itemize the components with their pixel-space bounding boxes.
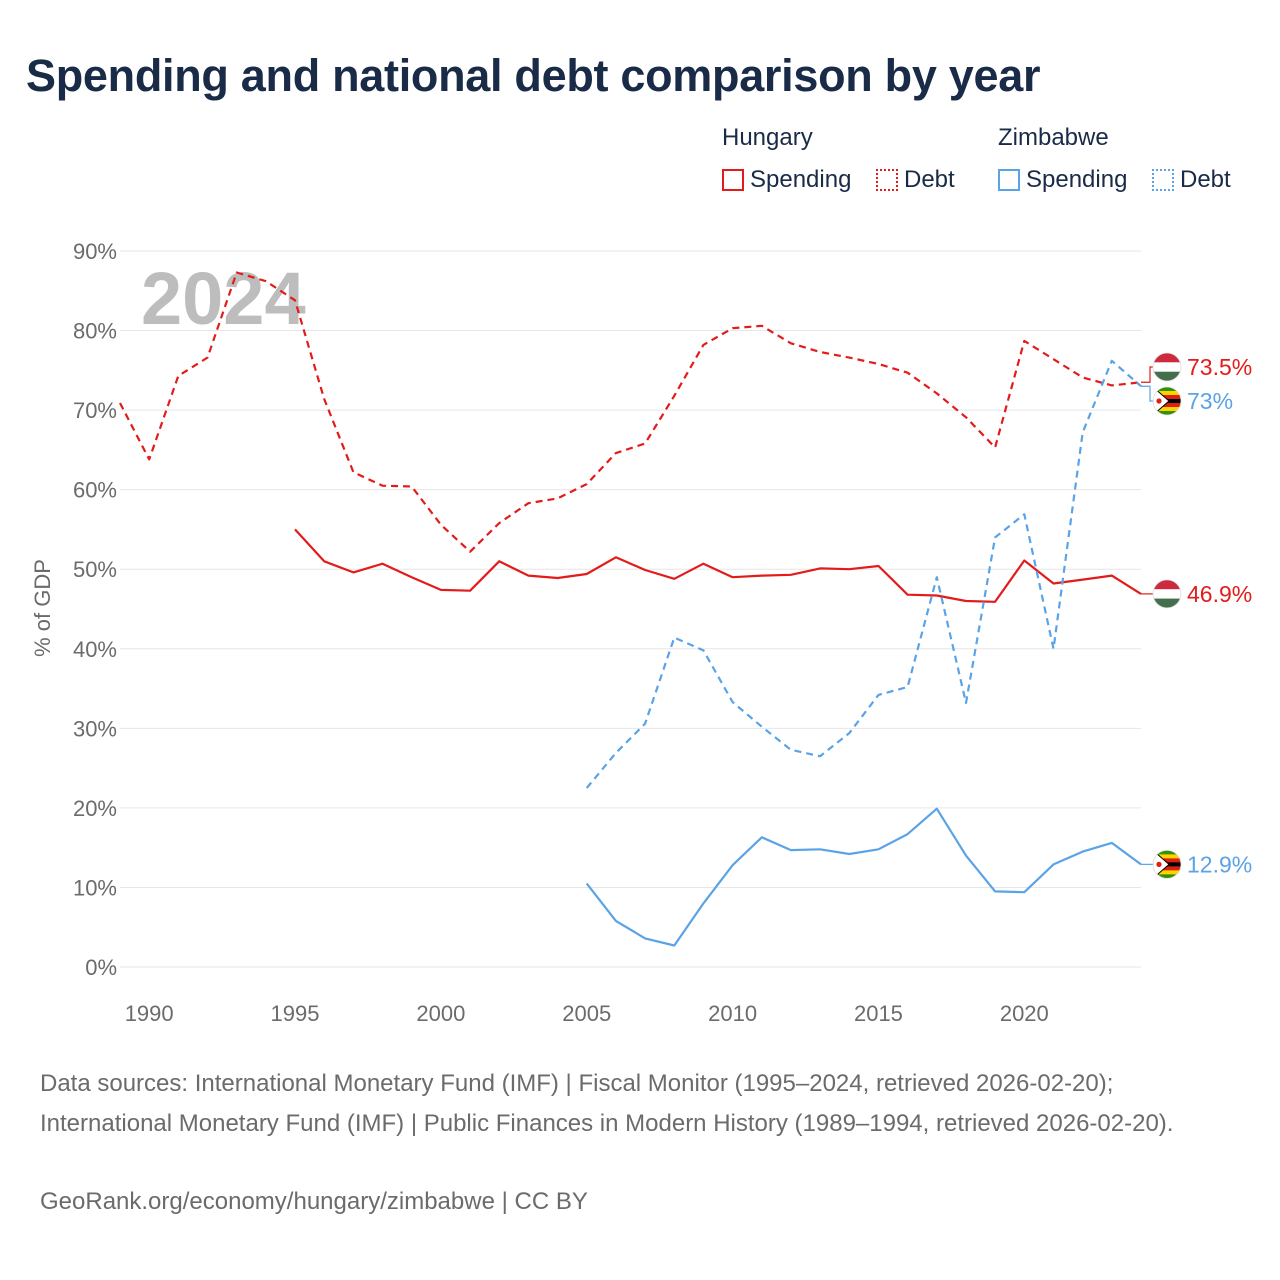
x-tick-label: 2000 [416,1001,465,1026]
legend-zimbabwe-debt[interactable]: Debt [1152,165,1231,195]
y-tick-label: 90% [73,239,117,264]
legend-label: Spending [750,166,852,193]
legend-swatch-dotted [876,169,898,191]
end-value-label: 12.9% [1187,851,1252,877]
credit-link[interactable]: GeoRank.org/economy/hungary/zimbabwe | C… [40,1188,588,1215]
y-axis-ticks: 0% 10% 20% 30% 40% 50% 60% 70% 80% 90% [73,239,117,980]
y-tick-label: 70% [73,398,117,423]
x-tick-label: 2015 [854,1001,903,1026]
label-connector [1141,385,1154,402]
x-tick-label: 2005 [562,1001,611,1026]
y-tick-label: 60% [73,478,117,503]
series-lines [119,271,1142,947]
legend-label: Spending [1026,166,1128,193]
legend-label: Debt [904,166,955,193]
end-value-label: 73% [1187,388,1233,414]
series-line-zimbabwe-spending[interactable] [585,807,1142,947]
chart-title: Spending and national debt comparison by… [26,50,1041,101]
legend-hungary-debt[interactable]: Debt [876,165,955,195]
legend-zimbabwe-title: Zimbabwe [998,124,1109,151]
y-tick-label: 30% [73,716,117,741]
label-connector [1141,366,1154,383]
series-line-hungary-debt[interactable] [119,271,1142,553]
legend-swatch-solid [998,169,1020,191]
end-labels: 73.5% 46.9% 73% 12.9% [1141,352,1252,879]
zimbabwe-flag-icon [1152,386,1182,416]
end-value-label: 46.9% [1187,581,1252,607]
legend-hungary-title: Hungary [722,124,813,151]
y-tick-label: 80% [73,319,117,344]
series-line-zimbabwe-debt[interactable] [585,359,1142,789]
legend-zimbabwe-spending[interactable]: Spending [998,165,1127,195]
y-tick-label: 10% [73,875,117,900]
y-axis-label: % of GDP [30,559,55,657]
end-value-label: 73.5% [1187,354,1252,380]
x-tick-label: 2020 [1000,1001,1049,1026]
series-line-hungary-spending[interactable] [294,528,1142,603]
x-tick-label: 1990 [125,1001,174,1026]
legend-swatch-dotted [1152,169,1174,191]
y-tick-label: 20% [73,796,117,821]
hungary-flag-icon [1152,579,1182,609]
y-tick-label: 0% [85,955,117,980]
y-tick-label: 50% [73,557,117,582]
legend-hungary-spending[interactable]: Spending [722,165,851,195]
y-tick-label: 40% [73,637,117,662]
hungary-flag-icon [1152,352,1182,382]
x-axis-ticks: 1990 1995 2000 2005 2010 2015 2020 [125,1001,1049,1026]
zimbabwe-flag-icon [1152,849,1182,879]
x-tick-label: 2010 [708,1001,757,1026]
x-tick-label: 1995 [271,1001,320,1026]
legend-label: Debt [1180,166,1231,193]
gridlines [120,250,1141,968]
legend-swatch-solid [722,169,744,191]
year-overlay: 2024 [141,257,306,340]
data-sources: Data sources: International Monetary Fun… [40,1070,1174,1137]
